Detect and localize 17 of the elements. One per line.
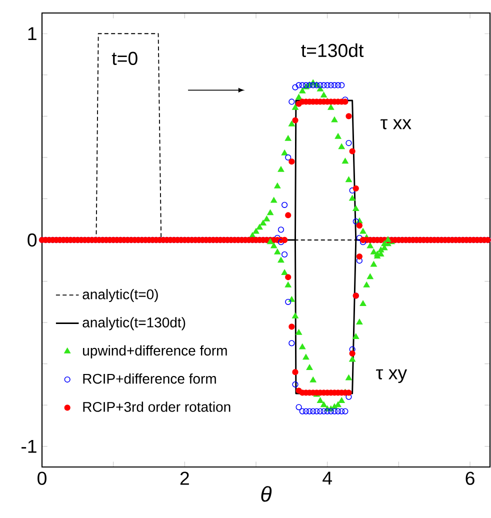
legend-label: RCIP+3rd order rotation — [83, 402, 230, 412]
x-tick-label: 6 — [466, 472, 474, 485]
y-tick-label: -1 — [22, 440, 36, 453]
annotation: τ xx — [380, 119, 412, 130]
x-tick-label: 4 — [322, 472, 332, 485]
annotation: t=130dt — [301, 43, 364, 58]
annotation: τ xy — [376, 369, 408, 384]
legend-label: upwind+difference form — [83, 345, 227, 358]
legend-label: RCIP+difference form — [83, 373, 216, 384]
x-axis-title: θ — [261, 486, 272, 502]
x-tick-label: 2 — [180, 472, 189, 485]
y-tick-label: 0 — [28, 233, 37, 247]
annotation: t=0 — [112, 52, 138, 66]
y-tick-label: 1 — [28, 27, 36, 40]
legend-label: analytic(t=0) — [82, 289, 158, 302]
x-tick-label: 0 — [38, 472, 46, 485]
legend-label: analytic(t=130dt) — [82, 317, 186, 330]
